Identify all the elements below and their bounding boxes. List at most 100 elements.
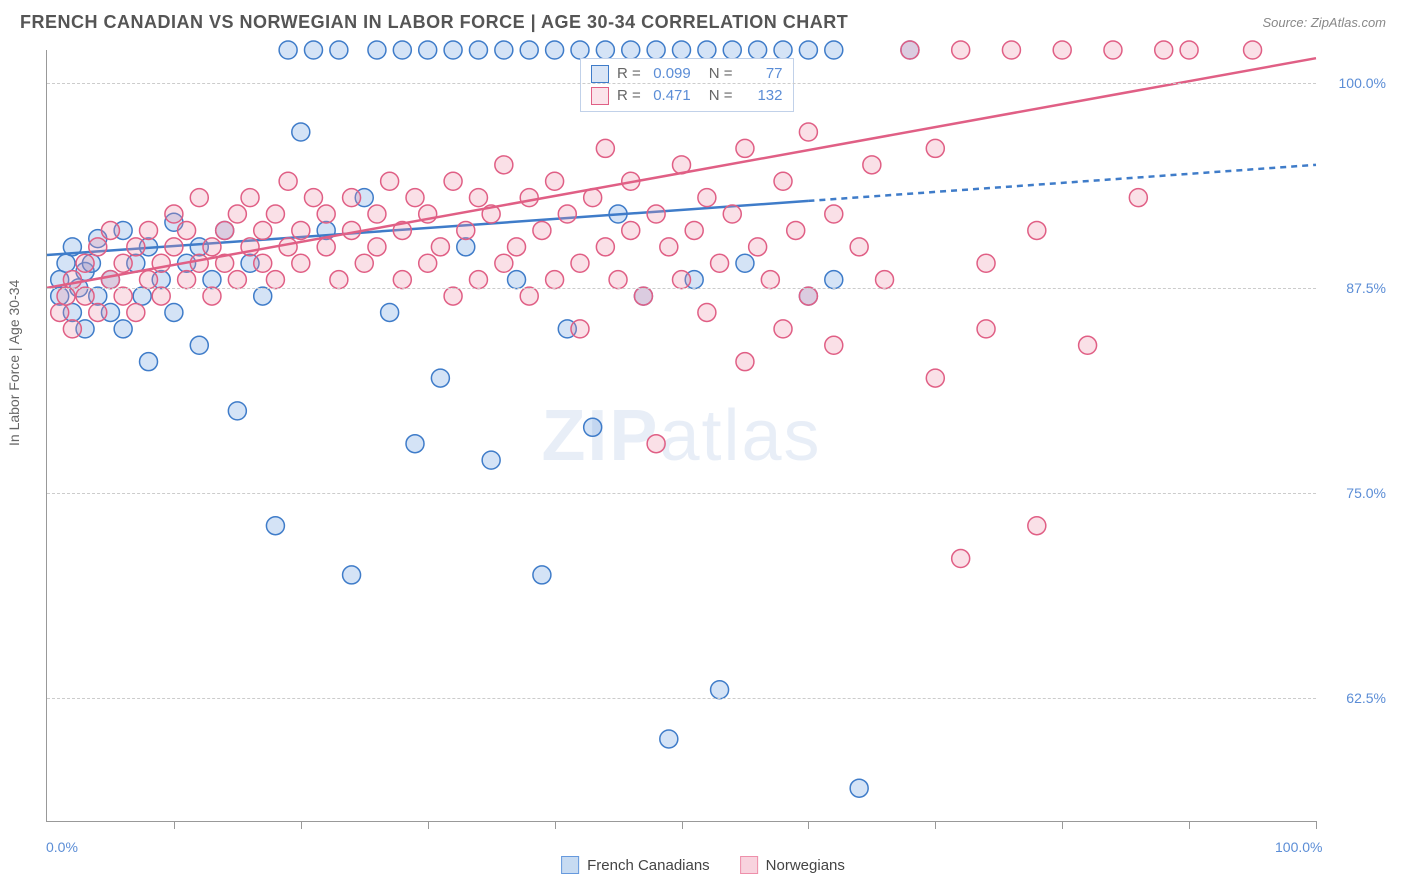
data-point <box>140 221 158 239</box>
data-point <box>76 287 94 305</box>
x-tick <box>301 821 302 829</box>
stats-row: R =0.099 N =77 <box>591 63 783 85</box>
data-point <box>203 271 221 289</box>
data-point <box>533 566 551 584</box>
data-point <box>850 238 868 256</box>
data-point <box>736 139 754 157</box>
gridline <box>47 698 1316 699</box>
data-point <box>571 41 589 59</box>
data-point <box>698 303 716 321</box>
data-point <box>1244 41 1262 59</box>
data-point <box>926 369 944 387</box>
data-point <box>660 238 678 256</box>
data-point <box>57 254 75 272</box>
x-tick <box>1062 821 1063 829</box>
data-point <box>698 189 716 207</box>
data-point <box>190 336 208 354</box>
data-point <box>190 254 208 272</box>
data-point <box>165 238 183 256</box>
data-point <box>368 238 386 256</box>
data-point <box>89 238 107 256</box>
legend-label: Norwegians <box>766 857 845 874</box>
data-point <box>304 41 322 59</box>
data-point <box>165 303 183 321</box>
data-point <box>495 156 513 174</box>
data-point <box>825 41 843 59</box>
chart-plot-area: ZIPatlas R =0.099 N =77 R =0.471 N =132 … <box>46 50 1316 822</box>
data-point <box>343 566 361 584</box>
correlation-stats-box: R =0.099 N =77 R =0.471 N =132 <box>580 58 794 112</box>
data-point <box>317 205 335 223</box>
data-point <box>787 221 805 239</box>
data-point <box>368 205 386 223</box>
data-point <box>1053 41 1071 59</box>
data-point <box>634 287 652 305</box>
data-point <box>799 287 817 305</box>
data-point <box>266 205 284 223</box>
data-point <box>1028 221 1046 239</box>
data-point <box>228 271 246 289</box>
data-point <box>178 221 196 239</box>
data-point <box>279 41 297 59</box>
data-point <box>508 271 526 289</box>
data-point <box>254 221 272 239</box>
data-point <box>76 254 94 272</box>
data-point <box>57 287 75 305</box>
data-point <box>203 287 221 305</box>
data-point <box>216 221 234 239</box>
data-point <box>152 287 170 305</box>
data-point <box>774 320 792 338</box>
data-point <box>647 435 665 453</box>
y-tick-label: 62.5% <box>1346 690 1386 706</box>
data-point <box>140 353 158 371</box>
legend-label: French Canadians <box>587 857 710 874</box>
data-point <box>190 189 208 207</box>
data-point <box>419 41 437 59</box>
data-point <box>977 320 995 338</box>
data-point <box>546 41 564 59</box>
data-point <box>178 271 196 289</box>
data-point <box>596 41 614 59</box>
data-point <box>799 123 817 141</box>
y-tick-label: 100.0% <box>1339 75 1386 91</box>
data-point <box>546 172 564 190</box>
data-point <box>444 172 462 190</box>
data-point <box>266 271 284 289</box>
data-point <box>444 41 462 59</box>
data-point <box>63 271 81 289</box>
data-point <box>431 238 449 256</box>
x-tick <box>1316 821 1317 829</box>
data-point <box>571 254 589 272</box>
data-point <box>444 287 462 305</box>
data-point <box>114 287 132 305</box>
x-tick <box>682 821 683 829</box>
data-point <box>304 189 322 207</box>
data-point <box>317 238 335 256</box>
data-point <box>114 254 132 272</box>
data-point <box>1028 517 1046 535</box>
data-point <box>127 238 145 256</box>
data-point <box>381 303 399 321</box>
data-point <box>622 221 640 239</box>
data-point <box>254 254 272 272</box>
x-tick <box>555 821 556 829</box>
gridline <box>47 288 1316 289</box>
data-point <box>101 221 119 239</box>
data-point <box>749 41 767 59</box>
data-point <box>711 681 729 699</box>
gridline <box>47 83 1316 84</box>
trend-line-extrapolated <box>808 165 1316 201</box>
legend-swatch <box>740 856 758 874</box>
data-point <box>140 271 158 289</box>
data-point <box>736 353 754 371</box>
data-point <box>647 205 665 223</box>
data-point <box>698 41 716 59</box>
data-point <box>520 287 538 305</box>
data-point <box>266 517 284 535</box>
legend-item: Norwegians <box>740 856 845 874</box>
data-point <box>533 221 551 239</box>
data-point <box>457 221 475 239</box>
data-point <box>1155 41 1173 59</box>
x-tick <box>428 821 429 829</box>
legend-item: French Canadians <box>561 856 710 874</box>
